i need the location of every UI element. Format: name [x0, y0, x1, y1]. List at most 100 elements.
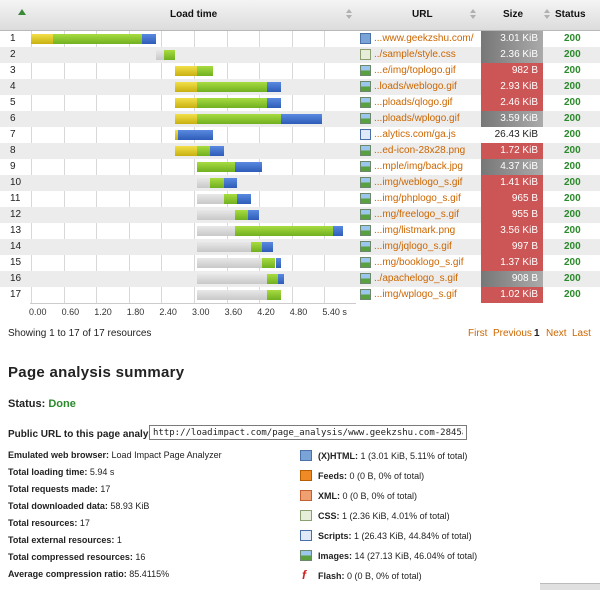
- resource-status: 200: [564, 241, 581, 252]
- resource-url-link[interactable]: ..loads/weblogo.gif: [374, 81, 457, 92]
- row-number: 7: [10, 129, 16, 140]
- resource-type-value: 0 (0 B, 0% of total): [349, 471, 425, 481]
- column-header-url[interactable]: URL: [412, 9, 433, 20]
- resource-status: 200: [564, 145, 581, 156]
- resource-type-label: XML:: [318, 491, 340, 501]
- stat-value: 5.94 s: [89, 467, 115, 477]
- stat-value: 58.93 KiB: [110, 501, 150, 511]
- row-number: 15: [10, 257, 22, 268]
- timeline-bar-grn: [223, 194, 238, 204]
- resource-url-link[interactable]: ...ploads/qlogo.gif: [374, 97, 453, 108]
- timeline-bar-grn: [196, 114, 281, 124]
- resource-size: 1.37 KiB: [481, 255, 543, 271]
- resource-type-value: 0 (0 B, 0% of total): [342, 491, 418, 501]
- image-file-icon: [360, 193, 371, 204]
- axis-tick-label: 0.00: [29, 307, 47, 317]
- summary-stat: Total resources: 17: [8, 518, 90, 528]
- table-row[interactable]: 16 ../apachelogo_s.gif 908 B 200: [0, 271, 600, 287]
- sort-toggle-icon[interactable]: [470, 9, 476, 19]
- css-file-icon: [300, 510, 312, 521]
- resource-url-link[interactable]: ...mg/booklogo_s.gif: [374, 257, 464, 268]
- pager-last-link[interactable]: Last: [572, 328, 591, 339]
- resource-status: 200: [564, 97, 581, 108]
- timeline-bar-yel: [174, 82, 197, 92]
- table-row[interactable]: 11 ...img/phplogo_s.gif 965 B 200: [0, 191, 600, 207]
- resource-url-link[interactable]: ...ploads/wplogo.gif: [374, 113, 460, 124]
- resource-size: 2.36 KiB: [481, 47, 543, 63]
- image-file-icon: [360, 161, 371, 172]
- stat-label: Total requests made:: [8, 484, 98, 494]
- resource-url-link[interactable]: ...img/weblogo_s.gif: [374, 177, 463, 188]
- table-row[interactable]: 4 ..loads/weblogo.gif 2.93 KiB 200: [0, 79, 600, 95]
- column-header-size[interactable]: Size: [503, 9, 524, 20]
- resource-status: 200: [564, 113, 581, 124]
- stat-label: Total compressed resources:: [8, 552, 133, 562]
- resource-url-link[interactable]: ...alytics.com/ga.js: [374, 129, 456, 140]
- pager-first-link[interactable]: First: [468, 328, 488, 339]
- resource-type-label: Feeds:: [318, 471, 348, 481]
- timeline-gridline: [324, 31, 326, 303]
- resource-url-link[interactable]: ...ed-icon-28x28.png: [374, 145, 466, 156]
- table-row[interactable]: 13 ...img/listmark.png 3.56 KiB 200: [0, 223, 600, 239]
- resource-url-link[interactable]: ../apachelogo_s.gif: [374, 273, 458, 284]
- row-number: 10: [10, 177, 22, 188]
- sort-toggle-icon[interactable]: [544, 9, 550, 19]
- table-row[interactable]: 9 ...mple/img/back.jpg 4.37 KiB 200: [0, 159, 600, 175]
- row-number: 16: [10, 273, 22, 284]
- resource-status: 200: [564, 273, 581, 284]
- horizontal-scrollbar[interactable]: [540, 583, 600, 590]
- public-url-field[interactable]: [149, 425, 467, 440]
- table-row[interactable]: 12 ...mg/freelogo_s.gif 955 B 200: [0, 207, 600, 223]
- table-row[interactable]: 1 ...www.geekzshu.com/3.01 KiB 200: [0, 31, 600, 47]
- resource-url-link[interactable]: ...img/phplogo_s.gif: [374, 193, 461, 204]
- resource-url-link[interactable]: ...mple/img/back.jpg: [374, 161, 463, 172]
- timeline-axis: [30, 303, 356, 304]
- resource-type-value: 1 (26.43 KiB, 44.84% of total): [354, 531, 472, 541]
- table-row[interactable]: 3 ...e/img/toplogo.gif 982 B 200: [0, 63, 600, 79]
- resource-status: 200: [564, 33, 581, 44]
- sort-toggle-icon[interactable]: [346, 9, 352, 19]
- resource-size: 965 B: [481, 191, 543, 207]
- timeline-bar-blu: [248, 210, 260, 220]
- resource-size: 1.72 KiB: [481, 143, 543, 159]
- row-number: 12: [10, 209, 22, 220]
- resource-url-link[interactable]: ...e/img/toplogo.gif: [374, 65, 456, 76]
- table-row[interactable]: 17 ...img/wplogo_s.gif 1.02 KiB 200: [0, 287, 600, 303]
- resource-url-link[interactable]: ...www.geekzshu.com/: [374, 33, 474, 44]
- summary-stat: Average compression ratio: 85.4115%: [8, 569, 169, 579]
- table-row[interactable]: 8 ...ed-icon-28x28.png 1.72 KiB 200: [0, 143, 600, 159]
- sort-ascending-icon[interactable]: [18, 9, 26, 15]
- timeline-bar-wait: [196, 274, 268, 284]
- timeline-bar-grn: [234, 210, 249, 220]
- column-header-status[interactable]: Status: [555, 9, 586, 20]
- table-row[interactable]: 14 ...img/jqlogo_s.gif 997 B 200: [0, 239, 600, 255]
- status-value: Done: [48, 398, 76, 410]
- resource-type-label: CSS:: [318, 511, 340, 521]
- resource-url-link[interactable]: ../sample/style.css: [374, 49, 456, 60]
- resource-url-link[interactable]: ...img/jqlogo_s.gif: [374, 241, 452, 252]
- resource-status: 200: [564, 193, 581, 204]
- timeline-bar-wait: [196, 242, 252, 252]
- timeline-bar-blu: [177, 130, 213, 140]
- table-row[interactable]: 10 ...img/weblogo_s.gif 1.41 KiB 200: [0, 175, 600, 191]
- timeline-bar-grn: [196, 66, 213, 76]
- pager-next-link[interactable]: Next: [546, 328, 567, 339]
- timeline-bar-blu: [267, 98, 281, 108]
- table-row[interactable]: 6 ...ploads/wplogo.gif 3.59 KiB 200: [0, 111, 600, 127]
- pager-previous-link[interactable]: Previous: [493, 328, 532, 339]
- column-header-load-time[interactable]: Load time: [170, 9, 218, 20]
- resource-url-link[interactable]: ...img/listmark.png: [374, 225, 456, 236]
- resource-url-link[interactable]: ...mg/freelogo_s.gif: [374, 209, 460, 220]
- resource-url-link[interactable]: ...img/wplogo_s.gif: [374, 289, 457, 300]
- image-file-icon: [360, 145, 371, 156]
- table-row[interactable]: 7 ...alytics.com/ga.js 26.43 KiB 200: [0, 127, 600, 143]
- html-file-icon: [300, 450, 312, 461]
- timeline-gridline: [63, 31, 65, 303]
- stat-value: 1: [116, 535, 122, 545]
- table-row[interactable]: 15 ...mg/booklogo_s.gif 1.37 KiB 200: [0, 255, 600, 271]
- resource-size: 3.01 KiB: [481, 31, 543, 47]
- table-row[interactable]: 5 ...ploads/qlogo.gif 2.46 KiB 200: [0, 95, 600, 111]
- image-file-icon: [360, 241, 371, 252]
- table-row[interactable]: 2 ../sample/style.css 2.36 KiB 200: [0, 47, 600, 63]
- timeline-bar-wait: [196, 178, 211, 188]
